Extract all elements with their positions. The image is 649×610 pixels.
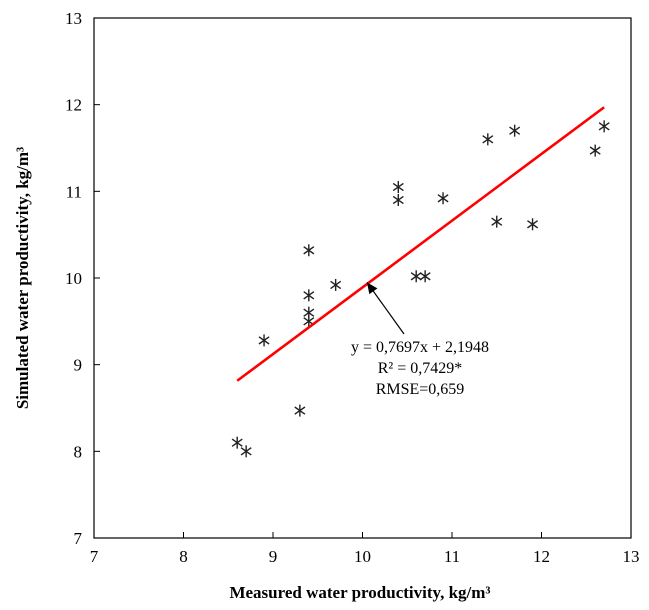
x-tick-label: 9 (269, 547, 278, 566)
y-tick-label: 7 (74, 529, 83, 548)
data-point (303, 244, 315, 257)
data-point (410, 270, 422, 283)
data-point (491, 215, 503, 228)
y-tick-label: 13 (65, 9, 82, 28)
annotation: y = 0,7697x + 2,1948 R² = 0,7429* RMSE=0… (351, 281, 489, 398)
data-point (598, 120, 610, 133)
annotation-arrowhead (366, 282, 378, 295)
x-tick-label: 11 (444, 547, 460, 566)
data-point (589, 144, 601, 157)
data-point (303, 289, 315, 302)
data-point (527, 218, 539, 231)
data-point (258, 334, 270, 347)
y-tick-label: 8 (74, 442, 83, 461)
plot-frame (93, 17, 632, 539)
rmse-label: RMSE=0,659 (376, 381, 465, 398)
x-tick-label: 10 (354, 547, 371, 566)
data-point (330, 278, 342, 291)
data-point (231, 436, 243, 449)
data-point (509, 124, 521, 137)
equation-label: y = 0,7697x + 2,1948 (351, 339, 489, 356)
trendline (236, 106, 605, 382)
x-tick-label: 12 (533, 547, 550, 566)
x-axis-title: Measured water productivity, kg/m³ (229, 583, 490, 602)
x-tick-label: 7 (90, 547, 99, 566)
y-tick-label: 9 (74, 356, 83, 375)
data-point (437, 192, 449, 205)
x-tick-label: 13 (623, 547, 640, 566)
data-point (294, 404, 306, 417)
plot-area (93, 17, 632, 539)
data-point (482, 133, 494, 146)
x-tick-labels: 7 8 9 10 11 12 13 (90, 547, 640, 566)
y-tick-labels: 7 8 9 10 11 12 13 (65, 9, 83, 548)
data-points (231, 120, 610, 458)
y-axis-title: Simulated water productivity, kg/m³ (13, 147, 32, 409)
y-tick-label: 10 (65, 269, 82, 288)
r-squared-label: R² = 0,7429* (378, 360, 463, 377)
data-point (240, 445, 252, 458)
y-tick-label: 11 (66, 182, 82, 201)
data-point (392, 181, 404, 193)
data-point (392, 194, 404, 206)
y-tick-label: 12 (65, 96, 82, 115)
x-tick-label: 8 (179, 547, 188, 566)
data-point (419, 270, 431, 283)
